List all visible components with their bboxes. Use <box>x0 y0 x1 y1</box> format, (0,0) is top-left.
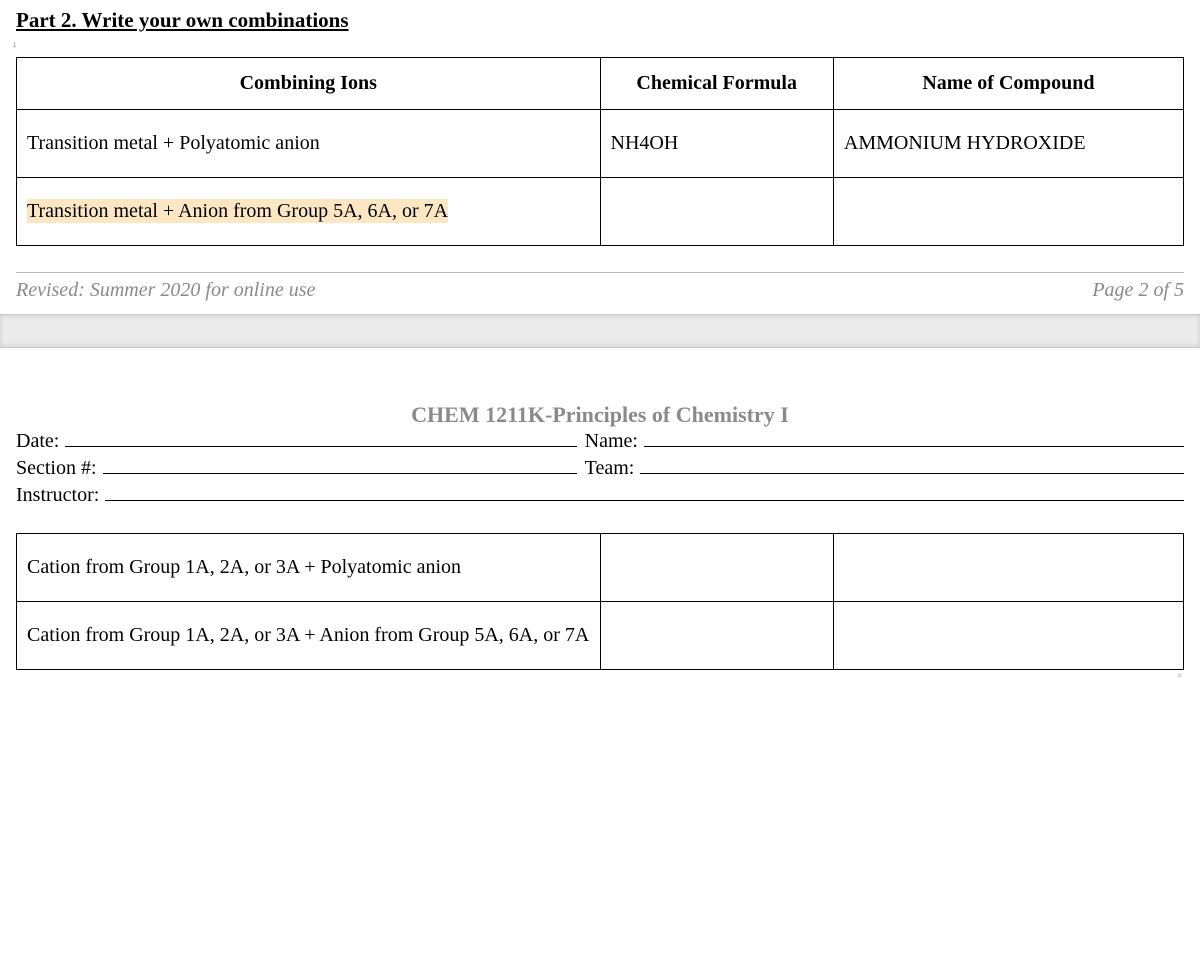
header-blanks: Date: Name: Section #: Team: Instructor: <box>16 428 1184 509</box>
blank-line[interactable] <box>65 428 576 447</box>
label-section: Section #: <box>16 455 103 482</box>
table-row: Transition metal + Anion from Group 5A, … <box>17 178 1184 246</box>
cell-formula <box>600 534 833 602</box>
page-3-section: CHEM 1211K-Principles of Chemistry I Dat… <box>0 348 1200 695</box>
cell-formula: NH4OH <box>600 110 833 178</box>
cell-combining: Cation from Group 1A, 2A, or 3A + Anion … <box>17 602 601 670</box>
table-row: Cation from Group 1A, 2A, or 3A + Anion … <box>17 602 1184 670</box>
cell-combining: Transition metal + Polyatomic anion <box>17 110 601 178</box>
page-2-section: Part 2. Write your own combinations ↓ Co… <box>0 0 1200 314</box>
th-name: Name of Compound <box>833 58 1183 110</box>
cell-name <box>833 602 1183 670</box>
cell-name <box>833 178 1183 246</box>
blank-line[interactable] <box>640 455 1184 474</box>
label-instructor: Instructor: <box>16 482 105 509</box>
cell-combining: Cation from Group 1A, 2A, or 3A + Polyat… <box>17 534 601 602</box>
cell-formula <box>600 178 833 246</box>
cell-name: AMMONIUM HYDROXIDE <box>833 110 1183 178</box>
label-name: Name: <box>585 428 644 455</box>
footer-page: Page 2 of 5 <box>1092 279 1184 302</box>
ions-table-top: Combining Ions Chemical Formula Name of … <box>16 57 1184 246</box>
th-combining: Combining Ions <box>17 58 601 110</box>
blank-line[interactable] <box>644 428 1184 447</box>
footer-revised: Revised: Summer 2020 for online use <box>16 279 315 302</box>
part2-title: Part 2. Write your own combinations <box>16 8 1184 33</box>
cell-name <box>833 534 1183 602</box>
tab-arrow-icon: ↓ <box>12 39 17 50</box>
cell-formula <box>600 602 833 670</box>
label-team: Team: <box>585 455 641 482</box>
blank-line[interactable] <box>105 482 1184 501</box>
tab-indicator: ↓ <box>16 39 1184 57</box>
ions-table-bottom: Cation from Group 1A, 2A, or 3A + Polyat… <box>16 533 1184 670</box>
label-date: Date: <box>16 428 65 455</box>
section-end-icon: ▫ <box>16 668 1184 683</box>
th-formula: Chemical Formula <box>600 58 833 110</box>
page-break <box>0 314 1200 348</box>
table-row: Cation from Group 1A, 2A, or 3A + Polyat… <box>17 534 1184 602</box>
table-row: Transition metal + Polyatomic anion NH4O… <box>17 110 1184 178</box>
blank-line[interactable] <box>103 455 577 474</box>
course-title: CHEM 1211K-Principles of Chemistry I <box>16 402 1184 428</box>
cell-combining: Transition metal + Anion from Group 5A, … <box>17 178 601 246</box>
page-footer: Revised: Summer 2020 for online use Page… <box>16 272 1184 302</box>
